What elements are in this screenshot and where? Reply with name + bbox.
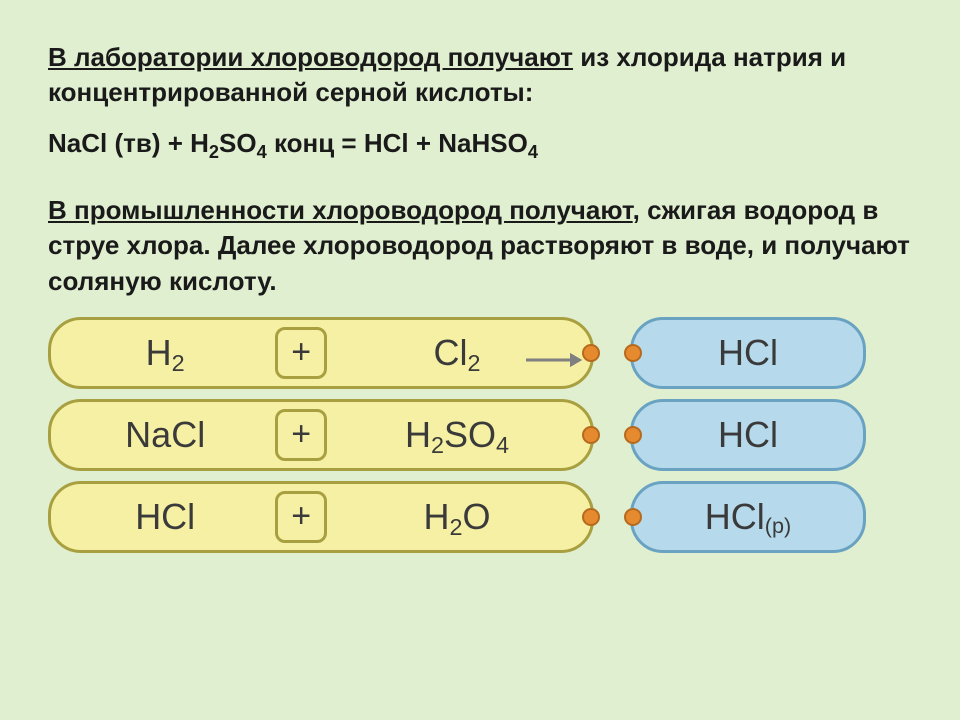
product: HCl(р) xyxy=(705,496,791,538)
reaction-row: HCl + H2O HCl(р) xyxy=(48,481,912,553)
connector-dot-out xyxy=(582,508,600,526)
reactants-pill: H2 + Cl2 xyxy=(48,317,594,389)
plus-icon: + xyxy=(275,491,327,543)
connector-dot-out xyxy=(582,426,600,444)
reactant-a: NaCl xyxy=(61,414,269,456)
connector-dot-out xyxy=(582,344,600,362)
plus-icon: + xyxy=(275,327,327,379)
product: HCl xyxy=(718,332,778,374)
reactants-pill: HCl + H2O xyxy=(48,481,594,553)
reactant-a: H2 xyxy=(61,332,269,374)
reaction-row: NaCl + H2SO4 HCl xyxy=(48,399,912,471)
reaction-diagram: H2 + Cl2 HCl NaCl + H2SO4 H xyxy=(48,317,912,553)
arrow-line xyxy=(526,359,574,362)
reactant-b: H2SO4 xyxy=(333,414,581,456)
product: HCl xyxy=(718,414,778,456)
reaction-row: H2 + Cl2 HCl xyxy=(48,317,912,389)
connector-dot-in xyxy=(624,344,642,362)
product-pill: HCl xyxy=(630,399,866,471)
lab-intro: В лаборатории хлороводород получают из х… xyxy=(48,40,912,110)
product-pill: HCl xyxy=(630,317,866,389)
reactant-b: H2O xyxy=(333,496,581,538)
plus-icon: + xyxy=(275,409,327,461)
connector-dot-in xyxy=(624,426,642,444)
industry-intro-underline: В промышленности хлороводород получают xyxy=(48,195,633,225)
slide-content: В лаборатории хлороводород получают из х… xyxy=(0,0,960,595)
reactant-a: HCl xyxy=(61,496,269,538)
product-pill: HCl(р) xyxy=(630,481,866,553)
lab-equation: NaCl (тв) + H2SO4 конц = HCl + NaHSO4 xyxy=(48,128,912,163)
arrow-head-icon xyxy=(570,353,582,367)
industry-intro: В промышленности хлороводород получают, … xyxy=(48,193,912,298)
lab-intro-underline: В лаборатории хлороводород получают xyxy=(48,42,573,72)
connector-dot-in xyxy=(624,508,642,526)
reactants-pill: NaCl + H2SO4 xyxy=(48,399,594,471)
reactant-b: Cl2 xyxy=(333,332,581,374)
